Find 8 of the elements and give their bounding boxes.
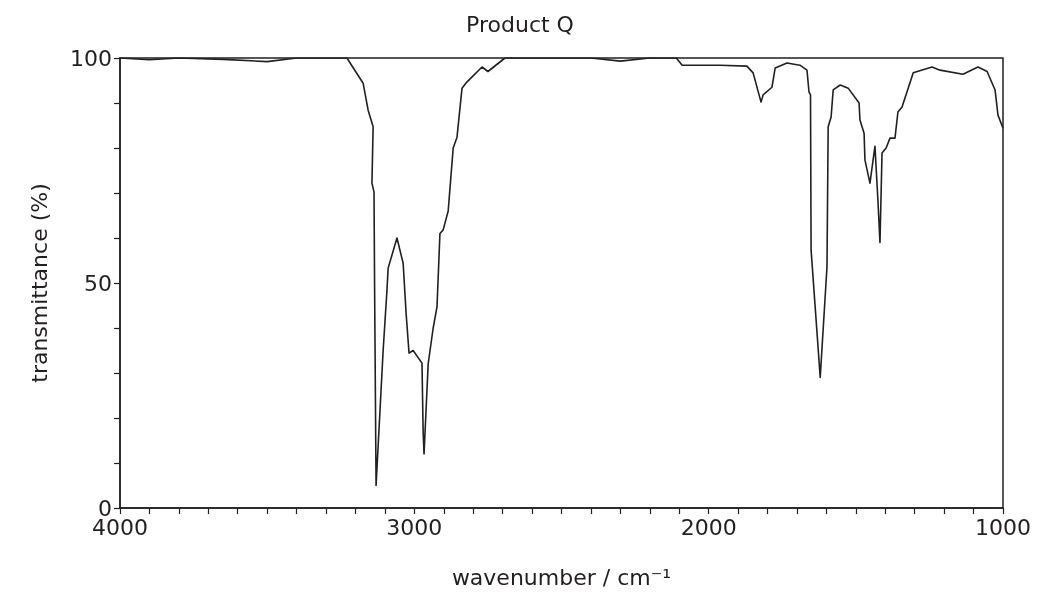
y-tick-label: 100 xyxy=(70,45,112,71)
y-axis-title: transmittance (%) xyxy=(26,183,52,383)
chart-title: Product Q xyxy=(466,11,574,37)
x-tick-label: 2000 xyxy=(680,514,737,540)
y-tick-label: 50 xyxy=(84,270,112,296)
x-tick-label: 3000 xyxy=(386,514,443,540)
x-axis-title: wavenumber / cm⁻¹ xyxy=(451,564,672,590)
x-tick-label: 1000 xyxy=(975,514,1031,540)
